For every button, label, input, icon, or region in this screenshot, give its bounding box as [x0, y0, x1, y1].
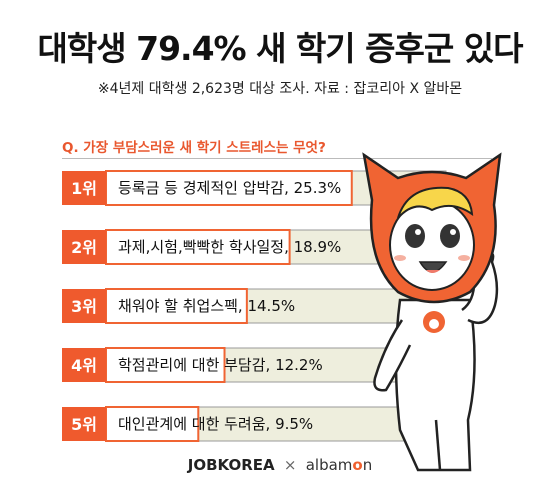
- rank-box: [62, 407, 106, 441]
- question-divider: [62, 158, 492, 159]
- rank-label: 5위: [71, 415, 97, 434]
- rank-label: 4위: [71, 356, 97, 375]
- bar-label: 과제,시험,빡빡한 학사일정, 18.9%: [118, 238, 341, 256]
- rank-label: 1위: [71, 179, 97, 198]
- bar-label: 학점관리에 대한 부담감, 12.2%: [118, 356, 323, 374]
- page-subtitle: ※4년제 대학생 2,623명 대상 조사. 자료 : 잡코리아 X 알바몬: [97, 81, 463, 97]
- bar-5: [105, 406, 200, 442]
- bar-label: 등록금 등 경제적인 압박감, 25.3%: [118, 179, 341, 197]
- orange-cat-mascot-icon: [362, 152, 502, 472]
- rank-box: [62, 289, 106, 323]
- rank-box: [62, 348, 106, 382]
- footer-logos: JOBKOREA × albamon: [0, 456, 560, 474]
- rank-box: [62, 171, 106, 205]
- bar-3: [105, 288, 248, 324]
- survey-question: Q. 가장 부담스러운 새 학기 스트레스는 무엇?: [62, 140, 326, 156]
- bar-label: 대인관계에 대한 두려움, 9.5%: [118, 415, 313, 433]
- bar-4: [105, 347, 226, 383]
- bar-label: 채워야 할 취업스펙, 14.5%: [118, 297, 295, 315]
- bar-1: [105, 170, 353, 206]
- page-title: 대학생 79.4% 새 학기 증후군 있다: [37, 29, 524, 68]
- bar-2: [105, 229, 291, 265]
- rank-label: 3위: [71, 297, 97, 316]
- rank-box: [62, 230, 106, 264]
- logo-separator: ×: [283, 456, 297, 474]
- albamon-logo: albamon: [305, 456, 373, 474]
- jobkorea-logo: JOBKOREA: [187, 456, 275, 474]
- rank-label: 2위: [71, 238, 97, 257]
